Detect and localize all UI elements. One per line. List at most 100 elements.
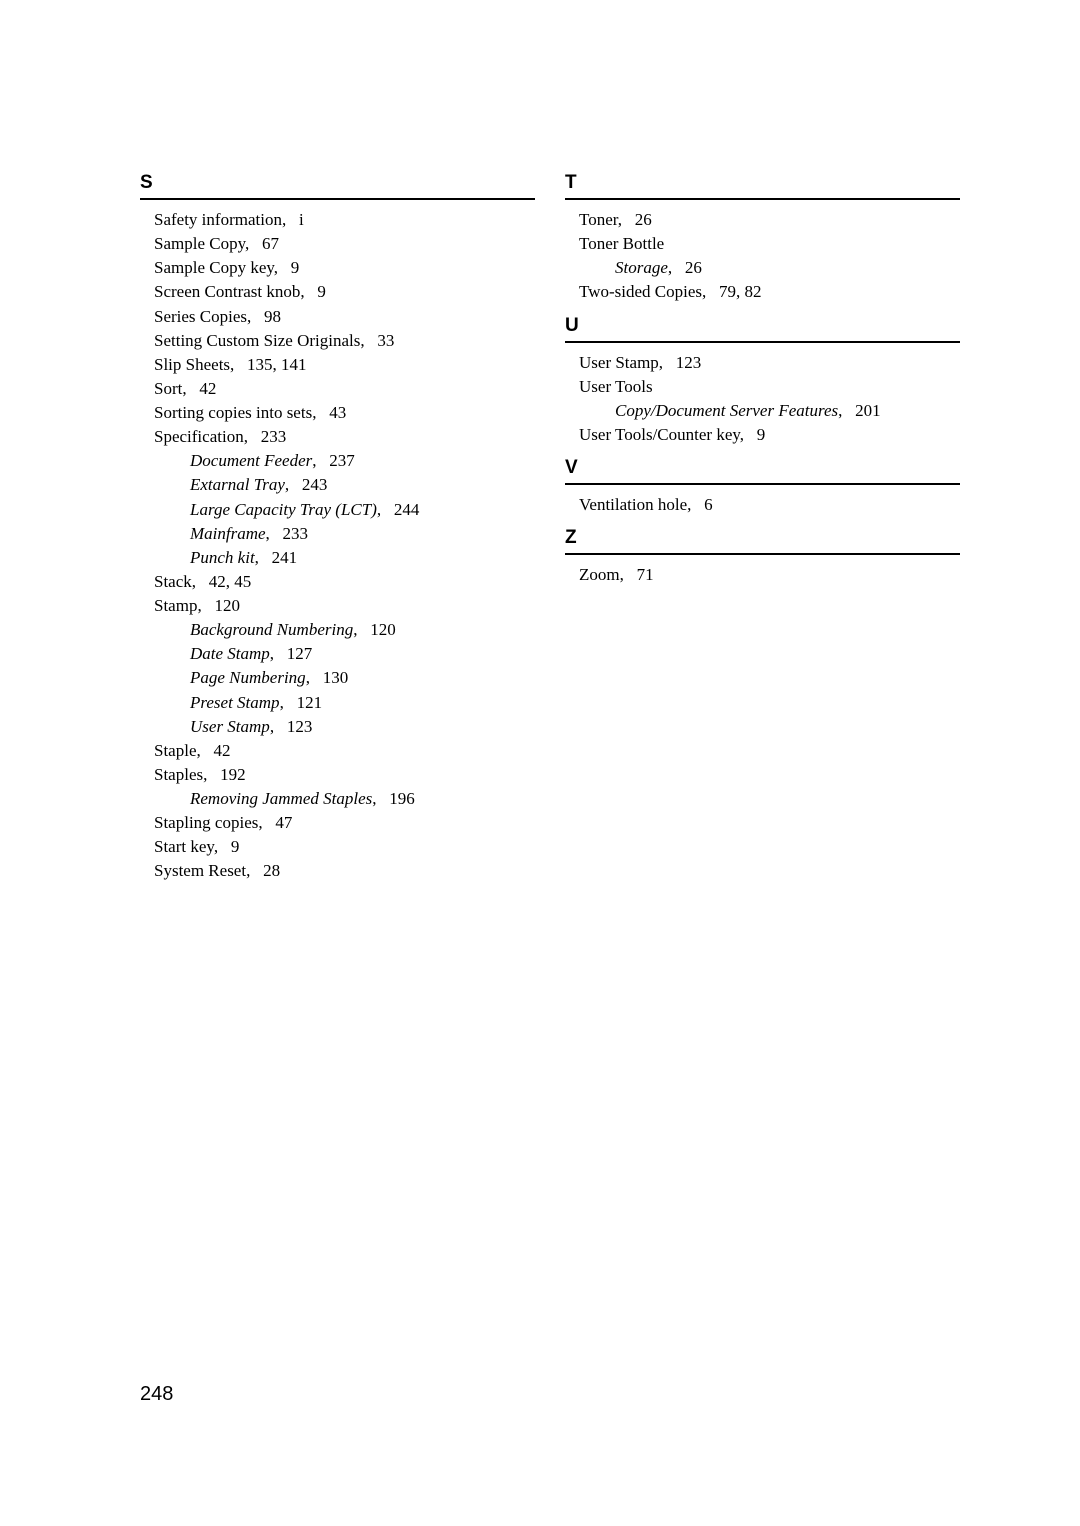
- index-term: User Tools: [579, 377, 653, 396]
- index-subterm: Preset Stamp: [190, 693, 280, 712]
- index-pages: 233: [261, 427, 287, 446]
- index-column-right: T Toner, 26Toner BottleStorage, 26Two-si…: [565, 170, 960, 884]
- section-header-s: S: [140, 172, 535, 194]
- index-subterm: Date Stamp: [190, 644, 270, 663]
- index-column-left: S Safety information, iSample Copy, 67Sa…: [140, 170, 535, 884]
- index-entry: Sample Copy key, 9: [154, 256, 535, 280]
- index-term: User Tools/Counter key: [579, 425, 740, 444]
- section-rule: [565, 341, 960, 343]
- index-subentry: Storage, 26: [579, 256, 960, 280]
- index-pages: 120: [214, 596, 240, 615]
- index-entry: Toner Bottle: [579, 232, 960, 256]
- index-entry: Sort, 42: [154, 377, 535, 401]
- index-term: Series Copies: [154, 307, 247, 326]
- index-subterm: User Stamp: [190, 717, 270, 736]
- index-subterm: Page Numbering: [190, 668, 306, 687]
- index-entry: User Stamp, 123: [579, 351, 960, 375]
- index-subpages: 201: [855, 401, 881, 420]
- section-header-z: Z: [565, 527, 960, 549]
- index-entry: Zoom, 71: [579, 563, 960, 587]
- index-pages: 9: [231, 837, 240, 856]
- index-subterm: Copy/Document Server Features: [615, 401, 838, 420]
- page-number: 248: [140, 1383, 173, 1406]
- index-term: Stamp: [154, 596, 197, 615]
- index-term: Specification: [154, 427, 244, 446]
- section-rule: [565, 198, 960, 200]
- index-entry: Setting Custom Size Originals, 33: [154, 329, 535, 353]
- index-entry: Stack, 42, 45: [154, 570, 535, 594]
- index-term: Safety information: [154, 210, 282, 229]
- index-subentry: Extarnal Tray, 243: [154, 473, 535, 497]
- index-subentry: Punch kit, 241: [154, 546, 535, 570]
- index-pages: i: [299, 210, 304, 229]
- index-term: Staple: [154, 741, 197, 760]
- section-rule: [565, 553, 960, 555]
- index-subentry: Copy/Document Server Features, 201: [579, 399, 960, 423]
- section-rule: [565, 483, 960, 485]
- index-pages: 6: [704, 495, 713, 514]
- index-subpages: 121: [297, 693, 323, 712]
- index-subterm: Extarnal Tray: [190, 475, 285, 494]
- index-pages: 98: [264, 307, 281, 326]
- section-header-v: V: [565, 457, 960, 479]
- index-entry: Sample Copy, 67: [154, 232, 535, 256]
- index-subentry: Mainframe, 233: [154, 522, 535, 546]
- index-subentry: Date Stamp, 127: [154, 642, 535, 666]
- entries-s: Safety information, iSample Copy, 67Samp…: [140, 208, 535, 884]
- entries-t: Toner, 26Toner BottleStorage, 26Two-side…: [565, 208, 960, 305]
- index-entry: Start key, 9: [154, 835, 535, 859]
- index-pages: 47: [275, 813, 292, 832]
- index-term: Stapling copies: [154, 813, 258, 832]
- index-subentry: Large Capacity Tray (LCT), 244: [154, 498, 535, 522]
- index-term: Sort: [154, 379, 182, 398]
- index-pages: 42: [214, 741, 231, 760]
- index-term: Toner: [579, 210, 618, 229]
- index-pages: 9: [291, 258, 300, 277]
- index-pages: 79, 82: [719, 282, 762, 301]
- index-term: Stack: [154, 572, 192, 591]
- section-header-t: T: [565, 172, 960, 194]
- index-entry: Sorting copies into sets, 43: [154, 401, 535, 425]
- index-pages: 71: [637, 565, 654, 584]
- index-pages: 42: [199, 379, 216, 398]
- index-entry: User Tools/Counter key, 9: [579, 423, 960, 447]
- index-pages: 9: [317, 282, 326, 301]
- index-pages: 28: [263, 861, 280, 880]
- index-subpages: 120: [370, 620, 396, 639]
- index-subentry: Removing Jammed Staples, 196: [154, 787, 535, 811]
- index-term: Toner Bottle: [579, 234, 664, 253]
- index-term: Screen Contrast knob: [154, 282, 300, 301]
- index-entry: Screen Contrast knob, 9: [154, 280, 535, 304]
- index-pages: 33: [377, 331, 394, 350]
- index-subterm: Punch kit: [190, 548, 255, 567]
- index-pages: 123: [676, 353, 702, 372]
- index-entry: Staple, 42: [154, 739, 535, 763]
- index-entry: Series Copies, 98: [154, 305, 535, 329]
- index-term: Staples: [154, 765, 203, 784]
- index-term: Start key: [154, 837, 214, 856]
- index-term: Sample Copy key: [154, 258, 274, 277]
- index-pages: 43: [329, 403, 346, 422]
- index-entry: User Tools: [579, 375, 960, 399]
- index-subentry: User Stamp, 123: [154, 715, 535, 739]
- index-pages: 42, 45: [209, 572, 252, 591]
- index-term: Slip Sheets: [154, 355, 230, 374]
- index-subpages: 127: [287, 644, 313, 663]
- index-entry: Stapling copies, 47: [154, 811, 535, 835]
- index-subterm: Background Numbering: [190, 620, 353, 639]
- index-entry: Staples, 192: [154, 763, 535, 787]
- index-subterm: Storage: [615, 258, 668, 277]
- index-entry: Stamp, 120: [154, 594, 535, 618]
- index-term: Zoom: [579, 565, 620, 584]
- entries-u: User Stamp, 123 User Tools Copy/Document S…: [565, 351, 960, 448]
- index-subterm: Large Capacity Tray (LCT): [190, 500, 377, 519]
- index-subentry: Page Numbering, 130: [154, 666, 535, 690]
- index-subpages: 237: [329, 451, 355, 470]
- index-pages: 192: [220, 765, 246, 784]
- index-pages: 67: [262, 234, 279, 253]
- index-term: Sorting copies into sets: [154, 403, 312, 422]
- index-subpages: 123: [287, 717, 313, 736]
- entries-v: Ventilation hole, 6: [565, 493, 960, 517]
- entries-z: Zoom, 71: [565, 563, 960, 587]
- index-subterm: Removing Jammed Staples: [190, 789, 372, 808]
